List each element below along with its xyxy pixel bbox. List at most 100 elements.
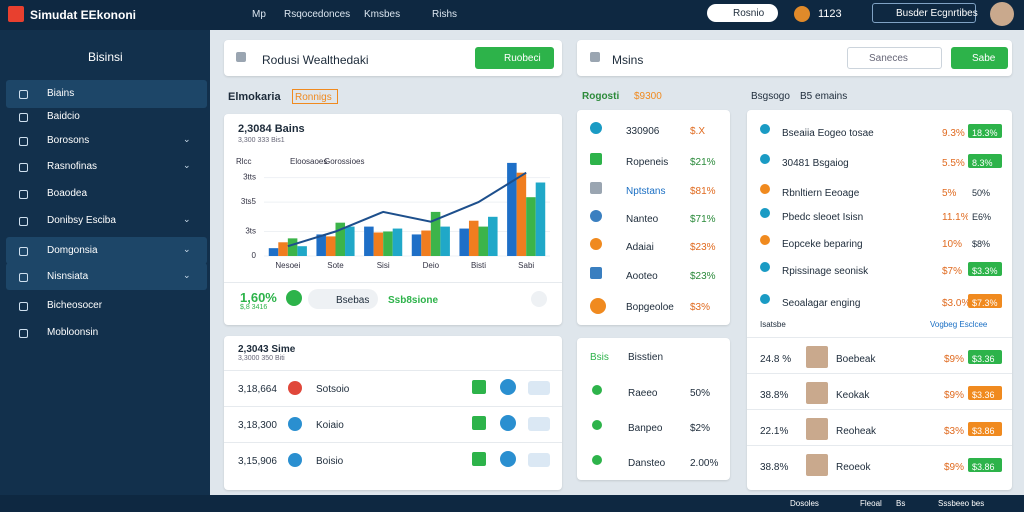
button-text[interactable]: Ruobeci	[504, 53, 541, 64]
card	[577, 338, 730, 480]
badge	[968, 350, 1002, 364]
person-name: Keokak	[836, 390, 870, 401]
badge	[968, 422, 1002, 436]
bar	[478, 226, 489, 256]
section-amount: $9300	[634, 91, 662, 102]
y-tick-label: 0	[252, 251, 257, 260]
sidebar-icon	[19, 163, 28, 172]
badge-text: 8.3%	[972, 158, 993, 168]
sidebar-item[interactable]: Baidcio	[47, 111, 80, 122]
amount: 3,18,664	[238, 384, 277, 395]
chip-text[interactable]: Bsebas	[336, 295, 370, 306]
legend-label: Rlcc	[236, 157, 252, 166]
icon	[590, 210, 602, 222]
footer-item[interactable]: Sssbeeo bes	[938, 499, 985, 508]
person-value: $3%	[944, 426, 965, 437]
sidebar-active	[6, 80, 207, 108]
icon	[288, 417, 302, 431]
footer-item[interactable]: Fleoal	[860, 499, 882, 508]
sidebar-item[interactable]: Mobloonsin	[47, 327, 99, 338]
amount: 3,18,300	[238, 420, 277, 431]
nav-item[interactable]: Kmsbes	[364, 9, 401, 20]
trend-line	[287, 171, 527, 248]
row-pct: $7%	[942, 266, 963, 277]
pill[interactable]	[707, 4, 778, 22]
nav-item[interactable]: Mp	[252, 9, 266, 20]
row-name: Rbnltiern Eeoage	[782, 188, 860, 199]
search-box[interactable]	[847, 47, 942, 69]
divider	[224, 282, 562, 283]
pill-text[interactable]: Rosnio	[733, 8, 765, 19]
sidebar-icon	[19, 217, 28, 226]
chip[interactable]	[308, 289, 378, 309]
footer-item[interactable]: Bs	[896, 499, 906, 508]
person-value: $9%	[944, 390, 965, 401]
person-pct: 38.8%	[760, 390, 789, 401]
card-label: Bsis	[590, 352, 609, 363]
sidebar-item[interactable]: Nisnsiata	[47, 271, 89, 282]
button[interactable]	[475, 47, 554, 69]
sidebar-item[interactable]: Bicheosocer	[47, 300, 103, 311]
bar	[516, 172, 527, 256]
badge	[968, 458, 1002, 472]
badge-text: $7.3%	[972, 298, 998, 308]
icon	[592, 420, 602, 430]
divider	[224, 370, 562, 371]
sidebar-item[interactable]: Rasnofinas	[47, 161, 98, 172]
row-name: Adaiai	[626, 242, 654, 253]
badge	[968, 208, 1002, 222]
search-text[interactable]: Saneces	[869, 53, 908, 64]
icon	[760, 154, 770, 164]
x-tick-label: Sisi	[377, 261, 390, 270]
sidebar-item[interactable]: Borosons	[47, 135, 90, 146]
sidebar-item[interactable]: Boaodea	[47, 188, 88, 199]
bar	[345, 226, 355, 256]
chevron: ⌄	[183, 134, 191, 144]
button[interactable]	[951, 47, 1008, 69]
account-text[interactable]: Busder Ecgnrtibes	[896, 8, 978, 19]
bar	[430, 211, 441, 256]
x-tick-label: Sote	[327, 261, 344, 270]
sidebar-icon	[19, 247, 28, 256]
person-name: Boebeak	[836, 354, 876, 365]
link[interactable]: Ssb8sione	[388, 295, 439, 306]
footer-item[interactable]: Dosoles	[790, 499, 819, 508]
account-btn[interactable]	[872, 3, 976, 23]
row-value: $.X	[690, 126, 706, 137]
section-title: Bsgsogo	[751, 91, 790, 102]
sidebar-icon	[19, 302, 28, 311]
divider	[747, 409, 1012, 410]
person-pct: 22.1%	[760, 426, 789, 437]
sub-header: Isatsbe	[760, 320, 786, 329]
row-value: $3%	[690, 302, 711, 313]
row-name: Bseaiia Eogeo tosae	[782, 128, 874, 139]
dropdown-text[interactable]: Ronnigs	[295, 92, 332, 103]
row-name: Rpissinage seonisk	[782, 266, 869, 277]
bar	[535, 182, 546, 256]
dropdown[interactable]	[292, 89, 338, 104]
row-name: Dansteo	[628, 458, 666, 469]
sidebar-item[interactable]: Donibsy Esciba	[47, 215, 116, 226]
nav-item[interactable]: Rishs	[432, 9, 458, 20]
badge-text: $3.36	[972, 390, 995, 400]
card-title: Bisstien	[628, 352, 664, 363]
nav-item[interactable]: Rsqocedonces	[284, 9, 351, 20]
bar	[297, 246, 307, 256]
sidebar-icon	[19, 113, 28, 122]
sub-header: Vogbeg Esclcee	[930, 320, 988, 329]
sidebar-item[interactable]: Biains	[47, 88, 75, 99]
bar	[421, 230, 431, 256]
button-text[interactable]: Sabe	[972, 53, 996, 64]
panel-title: Rodusi Wealthedaki	[262, 53, 369, 67]
tag	[528, 381, 550, 395]
icon	[472, 380, 486, 394]
sidebar-active	[6, 237, 207, 264]
badge	[968, 386, 1002, 400]
icon	[472, 416, 486, 430]
icon	[760, 184, 770, 194]
badge-text: E6%	[972, 212, 992, 222]
sidebar-item[interactable]: Domgonsia	[47, 245, 98, 256]
brand: Simudat EEkononi	[30, 8, 137, 22]
